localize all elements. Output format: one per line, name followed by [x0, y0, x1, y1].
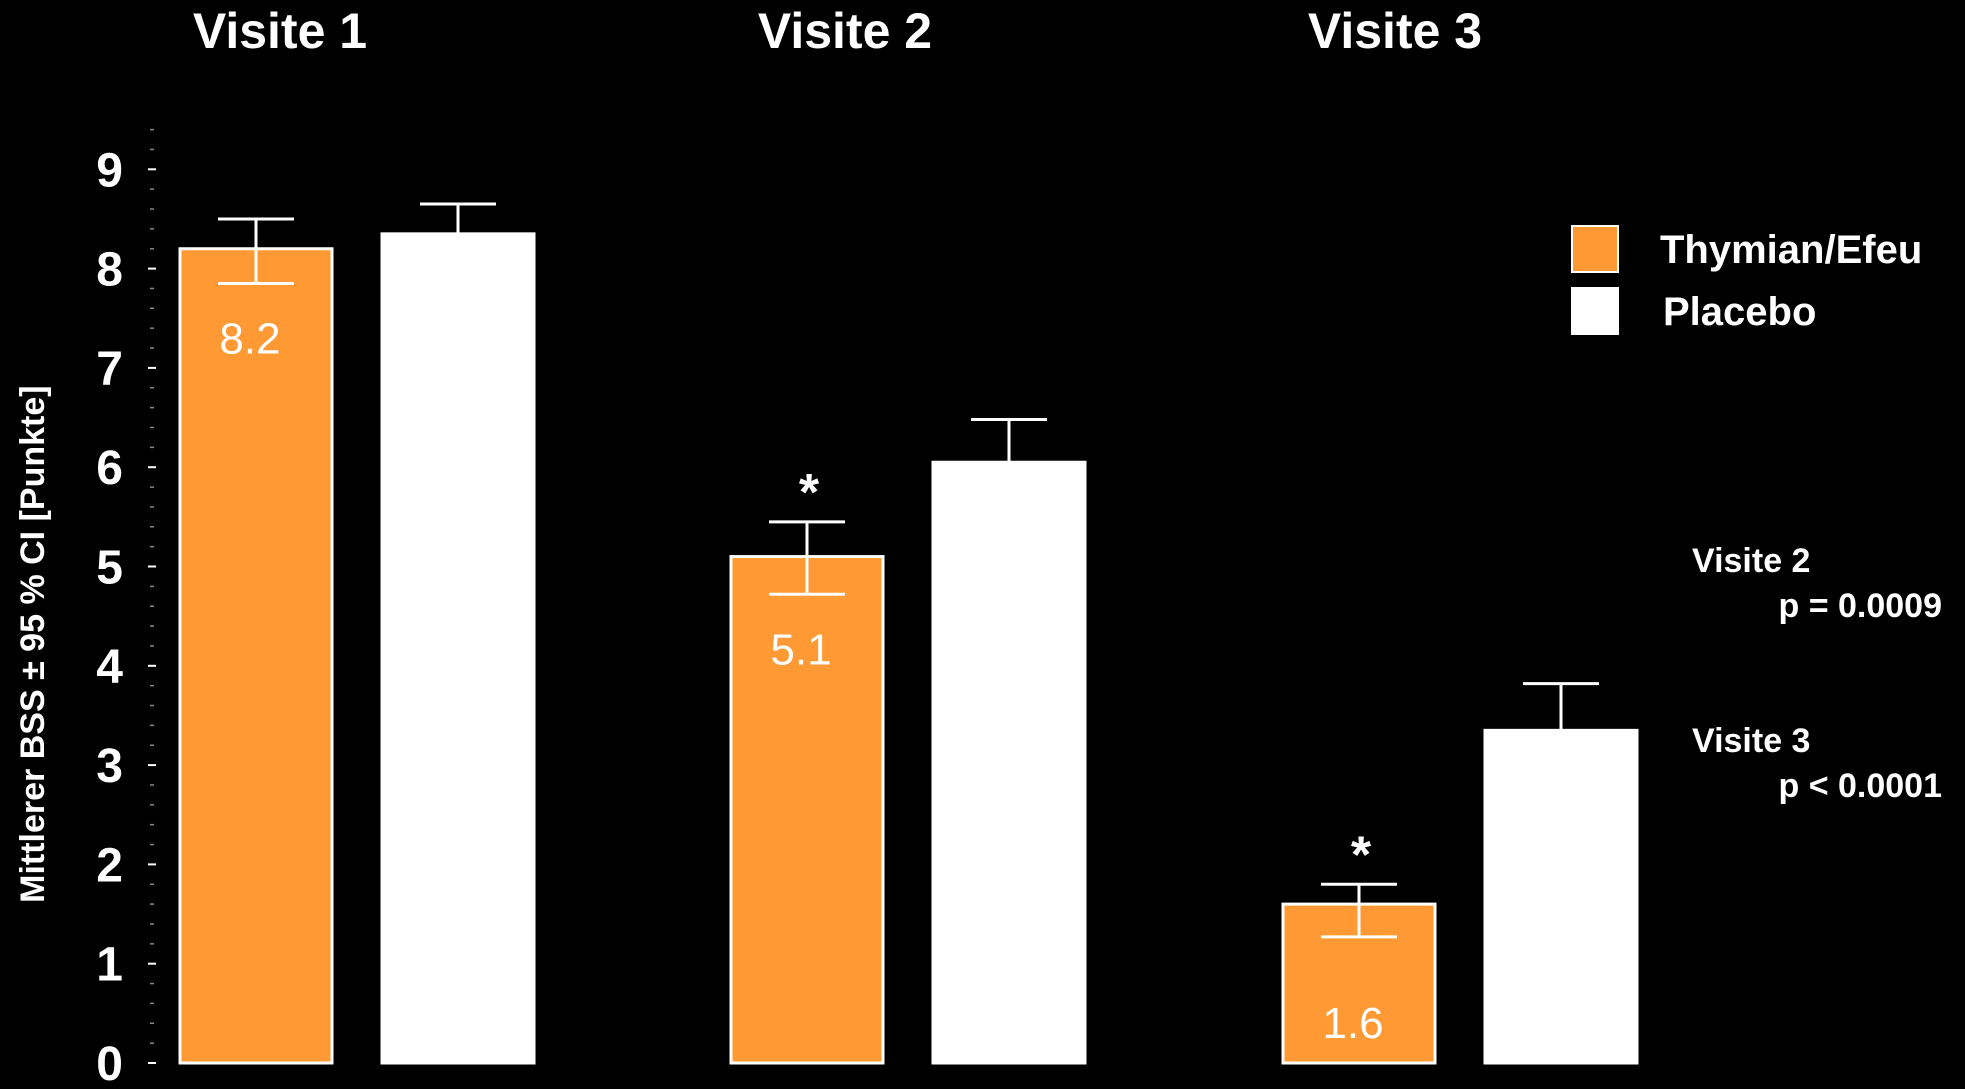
significance-marker: * — [1351, 826, 1372, 884]
legend-swatch-placebo — [1571, 287, 1619, 335]
bar-placebo-visit-1 — [380, 232, 536, 1065]
y-tick-label: 2 — [96, 839, 123, 892]
y-tick-label: 1 — [96, 939, 123, 992]
data-label: 8.2 — [219, 314, 280, 363]
y-tick-label: 6 — [96, 442, 123, 495]
visit-titles: Visite 1 Visite 2 Visite 3 — [193, 3, 1482, 59]
data-label: 1.6 — [1322, 999, 1383, 1048]
data-label: 5.1 — [770, 625, 831, 674]
y-tick-label: 3 — [96, 740, 123, 793]
significance-marker: * — [799, 464, 820, 522]
pvalue-text: p = 0.0009 — [1778, 587, 1942, 625]
legend-swatch-thymian-efeu — [1571, 225, 1619, 273]
legend-label-thymian-efeu: Thymian/Efeu — [1660, 228, 1922, 272]
visit-title-2: Visite 2 — [758, 3, 932, 59]
bars-group: 8.2 5.1 * 1.6 * — [178, 202, 1639, 1065]
y-tick-label: 4 — [96, 641, 123, 694]
bar-placebo-visit-3 — [1483, 728, 1639, 1065]
y-tick-label: 7 — [96, 343, 123, 396]
legend: Thymian/Efeu Placebo — [1571, 225, 1922, 335]
visit-title-3: Visite 3 — [1308, 3, 1482, 59]
y-axis: 0 1 2 3 4 5 6 7 8 9 Mittlerer BSS ± 95 % CI [Punkt… — [14, 128, 156, 1089]
bar-thymian-efeu-visit-2 — [729, 555, 885, 1065]
pvalue-text: p < 0.0001 — [1778, 767, 1942, 805]
y-axis-label: Mittlerer BSS ± 95 % CI [Punkte] — [14, 385, 52, 902]
y-tick-label: 5 — [96, 542, 123, 595]
y-tick-label: 8 — [96, 244, 123, 297]
bar-placebo-visit-2 — [931, 460, 1087, 1065]
y-tick-label: 0 — [96, 1038, 123, 1084]
visit-title-1: Visite 1 — [193, 3, 367, 59]
pvalue-visit-label: Visite 2 — [1692, 542, 1810, 580]
legend-label-placebo: Placebo — [1663, 290, 1816, 334]
bar-thymian-efeu-visit-1 — [178, 247, 334, 1065]
y-tick-label: 9 — [96, 144, 123, 197]
p-value-annotations: Visite 2 p = 0.0009 Visite 3 p < 0.0001 — [1692, 542, 1942, 805]
pvalue-visit-label: Visite 3 — [1692, 722, 1810, 760]
